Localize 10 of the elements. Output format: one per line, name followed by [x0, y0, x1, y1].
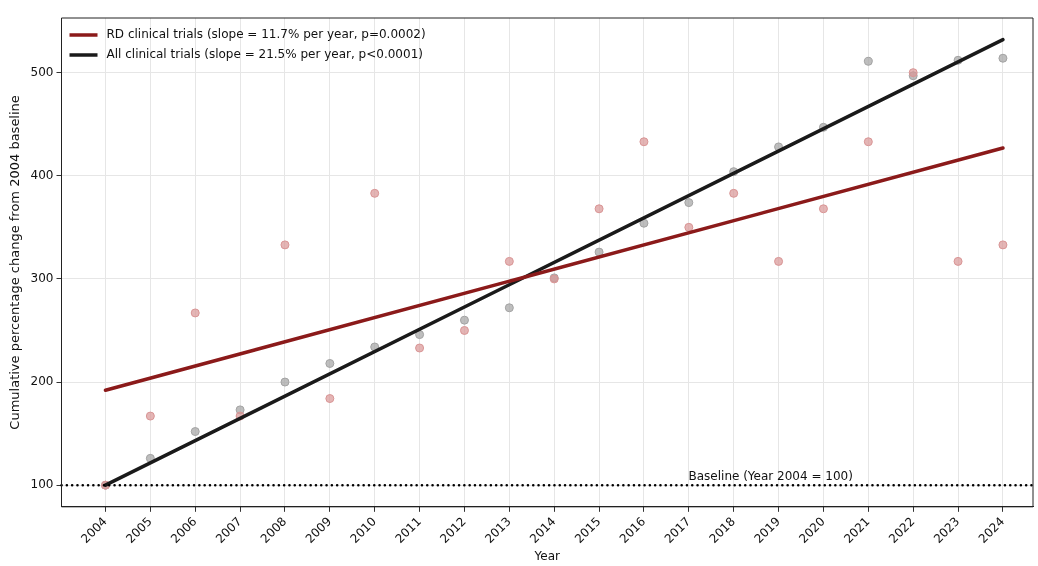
y-tick-label: 100 [30, 477, 54, 492]
y-tick-label: 400 [30, 167, 54, 182]
y-tick-label: 300 [30, 271, 54, 286]
x-axis-title: Year [533, 548, 561, 563]
ref-line-label: Baseline (Year 2004 = 100) [688, 469, 853, 484]
y-axis-title: Cumulative percentage change from 2004 baseline [7, 95, 23, 430]
y-tick-label: 500 [30, 64, 54, 79]
legend-label: RD clinical trials (slope = 11.7% per year, p=0.0002) [106, 27, 426, 42]
y-tick-label: 200 [30, 374, 54, 389]
legend-label: All clinical trials (slope = 21.5% per year, p<0.0001) [106, 47, 423, 62]
